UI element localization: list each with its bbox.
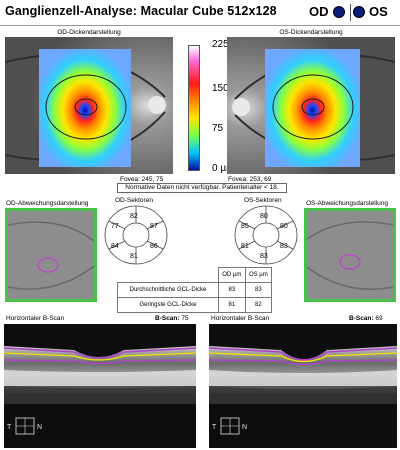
os-eye-indicator-icon [353, 6, 365, 18]
table-corner [118, 268, 219, 283]
col-os-header: OS µm [244, 267, 273, 283]
os-thickness-caption: OS-Dickendarstellung [279, 29, 343, 36]
os-deviation-caption: OS-Abweichungsdarstellung [306, 200, 389, 207]
os-sector-chart: 80 80 83 83 81 85 [234, 205, 298, 265]
scale-tick-75: 75 [212, 123, 224, 134]
scale-tick-150: 150 [212, 83, 229, 94]
od-deviation-map[interactable] [5, 208, 97, 302]
os-bscan-number: 69 [375, 315, 383, 322]
os-orient-t: T [212, 424, 217, 431]
os-eye-label: OS [369, 4, 388, 19]
od-sector-value: 87 [150, 223, 158, 230]
row-od-value: 83 [218, 282, 246, 298]
normative-data-note: Normative Daten nicht verfügbar. Patient… [117, 183, 287, 193]
od-deviation-image [8, 211, 94, 299]
report-title: Ganglienzell-Analyse: Macular Cube 512x1… [5, 4, 277, 18]
os-deviation-map[interactable] [304, 208, 396, 302]
eye-divider [350, 4, 351, 21]
od-bscan-label: B-Scan: [155, 315, 180, 322]
os-sector-value: 80 [260, 213, 268, 220]
thickness-color-scale [188, 45, 200, 171]
os-sectors-caption: OS-Sektoren [244, 197, 282, 204]
os-bscan-label: B-Scan: [349, 315, 374, 322]
od-deviation-caption: OD-Abweichungsdarstellung [6, 200, 89, 207]
os-thickness-map[interactable] [227, 37, 395, 174]
od-thickness-map[interactable] [5, 37, 173, 174]
od-thickness-caption: OD-Dickendarstellung [57, 29, 121, 36]
os-sector-value: 83 [280, 243, 288, 250]
os-fundus-image [227, 37, 395, 174]
od-sector-value: 82 [130, 213, 138, 220]
os-fovea-position: Fovea: 253, 69 [228, 176, 272, 183]
os-deviation-image [307, 211, 393, 299]
od-orient-t: T [7, 424, 12, 431]
os-sector-value: 85 [241, 223, 249, 230]
od-fovea-position: Fovea: 245, 75 [120, 176, 164, 183]
os-sector-value: 83 [260, 253, 268, 260]
os-sector-value: 80 [280, 223, 288, 230]
od-sector-value: 84 [111, 243, 119, 250]
od-bscan-image[interactable]: T N [4, 324, 196, 448]
od-bscan-caption: Horizontaler B-Scan [6, 315, 65, 322]
od-bscan-index: B-Scan: 75 [155, 315, 189, 322]
os-bscan-index: B-Scan: 69 [349, 315, 383, 322]
table-row: Durchschnittliche GCL-Dicke 83 83 [117, 282, 273, 298]
od-bscan-number: 75 [181, 315, 189, 322]
os-orient-n: N [242, 424, 247, 431]
table-header-row: OD µm OS µm [118, 267, 273, 283]
od-eye-label: OD [309, 4, 329, 19]
row-label: Geringste GCL-Dicke [117, 297, 219, 313]
row-od-value: 81 [218, 297, 246, 313]
scale-tick-0: 0 µm [212, 163, 235, 174]
od-eye-indicator-icon [333, 6, 345, 18]
col-od-header: OD µm [218, 267, 246, 283]
od-bscan-render: T N [4, 324, 196, 448]
os-sector-value: 81 [241, 243, 249, 250]
od-sectors-caption: OD-Sektoren [115, 197, 153, 204]
od-sector-value: 86 [150, 243, 158, 250]
od-sector-value: 77 [111, 223, 119, 230]
od-fundus-image [5, 37, 173, 174]
od-orient-n: N [37, 424, 42, 431]
row-os-value: 82 [244, 297, 273, 313]
row-label: Durchschnittliche GCL-Dicke [117, 282, 219, 298]
scale-tick-225: 225 [212, 39, 229, 50]
table-row: Geringste GCL-Dicke 81 82 [117, 297, 273, 313]
od-sector-value: 81 [130, 253, 138, 260]
os-bscan-image[interactable]: T N [209, 324, 397, 448]
report-header: Ganglienzell-Analyse: Macular Cube 512x1… [0, 0, 400, 26]
od-sector-chart: 82 87 86 81 84 77 [104, 205, 168, 265]
os-bscan-render: T N [209, 324, 397, 448]
gcl-thickness-table: OD µm OS µm Durchschnittliche GCL-Dicke … [117, 267, 273, 313]
row-os-value: 83 [244, 282, 273, 298]
os-bscan-caption: Horizontaler B-Scan [211, 315, 270, 322]
